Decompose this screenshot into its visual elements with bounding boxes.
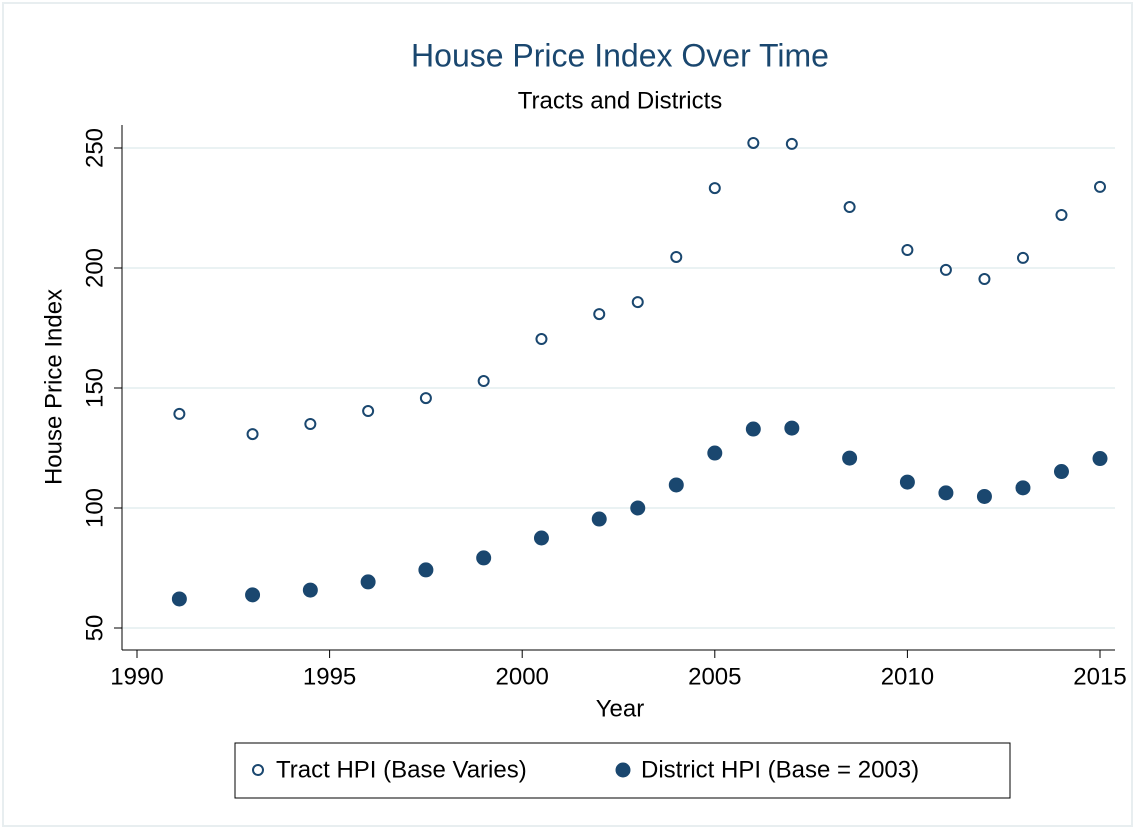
point — [476, 550, 492, 566]
point — [708, 182, 721, 195]
point — [747, 136, 760, 149]
point — [533, 530, 549, 546]
y-tick-label: 250 — [81, 128, 108, 168]
point — [745, 421, 761, 437]
y-tick-label: 100 — [81, 488, 108, 528]
point — [419, 392, 432, 405]
chart-title: House Price Index Over Time — [411, 37, 829, 73]
legend-label: District HPI (Base = 2003) — [641, 756, 919, 783]
y-tick-label: 50 — [81, 615, 108, 642]
point — [1055, 208, 1068, 221]
point — [477, 375, 490, 388]
x-tick-label: 2015 — [1073, 663, 1126, 690]
point — [901, 244, 914, 256]
point — [784, 420, 800, 436]
point — [1092, 451, 1108, 467]
point — [535, 333, 548, 346]
point — [246, 428, 259, 441]
point — [631, 296, 644, 309]
point — [245, 587, 261, 603]
chart-subtitle: Tracts and Districts — [518, 87, 722, 114]
point — [362, 405, 375, 418]
point — [842, 450, 858, 466]
x-tick-label: 2000 — [496, 663, 549, 690]
x-tick-label: 1995 — [303, 663, 356, 690]
point — [978, 273, 991, 286]
legend-marker — [615, 762, 631, 778]
point — [843, 201, 856, 214]
x-tick-label: 2010 — [881, 663, 934, 690]
y-axis-label: House Price Index — [40, 289, 67, 485]
point — [171, 591, 187, 607]
legend-label: Tract HPI (Base Varies) — [276, 756, 527, 783]
point — [1016, 251, 1029, 264]
point — [1053, 464, 1069, 480]
point — [899, 474, 915, 490]
point — [939, 263, 952, 276]
point — [418, 562, 434, 578]
point — [938, 485, 954, 501]
point — [360, 574, 376, 590]
legend-marker — [252, 764, 264, 776]
x-tick-label: 1990 — [110, 663, 163, 690]
point — [593, 308, 606, 321]
point — [591, 511, 607, 527]
point — [785, 137, 798, 150]
point — [630, 500, 646, 516]
x-axis-label: Year — [596, 695, 645, 722]
y-tick-label: 150 — [81, 368, 108, 408]
point — [173, 407, 186, 420]
point — [1015, 480, 1031, 496]
point — [302, 582, 318, 598]
y-tick-label: 200 — [81, 248, 108, 288]
point — [707, 445, 723, 461]
point — [304, 418, 317, 430]
point — [976, 488, 992, 504]
x-tick-label: 2005 — [688, 663, 741, 690]
point — [670, 250, 683, 263]
point — [1094, 180, 1106, 193]
point — [668, 477, 684, 493]
